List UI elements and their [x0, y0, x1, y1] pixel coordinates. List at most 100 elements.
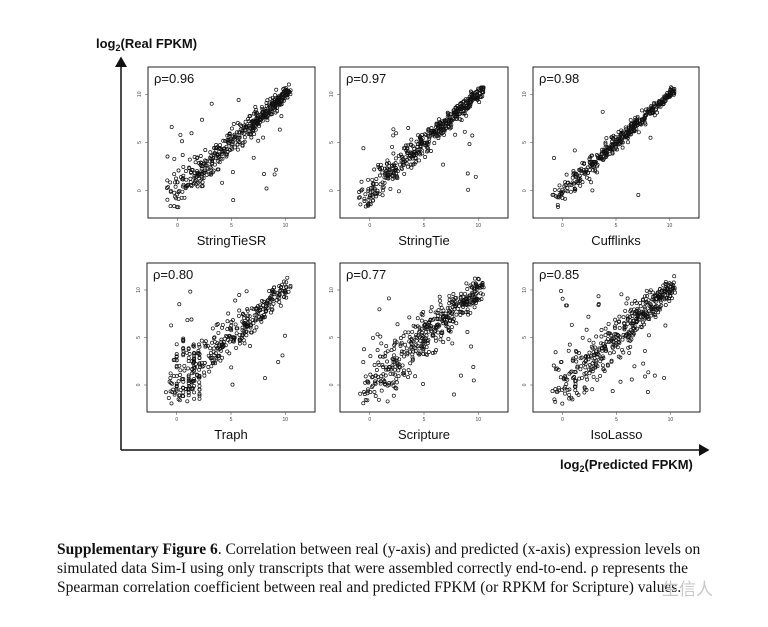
scatter-point: [603, 333, 608, 338]
y-tick-label: 10: [522, 91, 528, 97]
scatter-point: [283, 288, 288, 293]
scatter-point: [587, 350, 592, 355]
scatter-point: [393, 385, 398, 390]
scatter-point: [623, 125, 628, 130]
scatter-point: [376, 162, 381, 167]
scatter-point: [648, 302, 653, 307]
scatter-point: [403, 330, 408, 335]
scatter-point: [384, 367, 388, 372]
scatter-point: [385, 399, 390, 404]
scatter-point: [181, 377, 186, 382]
y-tick-label: 5: [522, 336, 528, 339]
scatter-point: [172, 190, 177, 195]
scatter-point: [436, 324, 441, 329]
scatter-point: [374, 177, 379, 181]
scatter-point: [217, 160, 222, 165]
scatter-point: [210, 161, 214, 166]
scatter-point: [183, 183, 188, 188]
scatter-point: [562, 377, 567, 382]
scatter-point: [602, 344, 607, 349]
scatter-point: [465, 307, 470, 312]
scatter-points: [358, 276, 486, 406]
scatter-point: [442, 118, 447, 123]
scatter-point: [280, 91, 285, 96]
y-tick-label: 5: [137, 141, 143, 144]
scatter-point: [402, 354, 406, 359]
scatter-point: [450, 319, 455, 324]
scatter-point: [478, 283, 483, 288]
scatter-point: [640, 309, 644, 314]
scatter-point: [181, 390, 186, 395]
scatter-point: [405, 164, 410, 169]
scatter-point: [244, 333, 249, 338]
scatter-point: [186, 374, 191, 379]
scatter-point: [480, 292, 485, 297]
scatter-point: [415, 324, 420, 329]
scatter-point: [623, 308, 628, 313]
scatter-point: [228, 335, 233, 340]
scatter-point: [458, 117, 463, 122]
scatter-point: [237, 341, 242, 346]
scatter-point: [629, 301, 634, 306]
scatter-point: [595, 352, 600, 357]
scatter-point: [605, 337, 610, 342]
scatter-point: [465, 171, 470, 176]
scatter-point: [576, 392, 581, 397]
scatter-point: [379, 374, 384, 379]
scatter-point: [590, 346, 595, 351]
scatter-point: [577, 351, 581, 356]
scatter-point: [476, 277, 481, 282]
scatter-point: [403, 342, 408, 347]
scatter-point: [589, 354, 594, 359]
scatter-point: [214, 357, 219, 362]
scatter-point: [439, 311, 444, 316]
scatter-point: [434, 122, 439, 127]
scatter-panel: 0 5 10 0 5 10 ρ=0.77 Scripture: [329, 262, 509, 442]
scatter-point: [362, 392, 367, 397]
scatter-point: [232, 137, 237, 142]
scatter-point: [631, 122, 636, 127]
scatter-point: [461, 111, 466, 116]
scatter-point: [571, 181, 576, 186]
scatter-point: [174, 176, 178, 181]
scatter-point: [224, 144, 229, 149]
scatter-point: [587, 371, 592, 376]
scatter-point: [379, 388, 384, 393]
scatter-point: [398, 336, 403, 341]
scatter-point: [584, 167, 589, 172]
scatter-point: [272, 290, 277, 295]
scatter-point: [233, 135, 238, 139]
scatter-point: [447, 309, 451, 314]
scatter-point: [242, 135, 247, 140]
scatter-point: [479, 297, 484, 302]
scatter-panel: 0 5 10 0 5 10 ρ=0.98 Cufflinks: [522, 66, 700, 248]
scatter-point: [419, 318, 424, 323]
scatter-point: [644, 300, 649, 305]
scatter-point: [168, 371, 173, 376]
scatter-point: [436, 330, 441, 335]
scatter-point: [265, 115, 270, 120]
scatter-point: [192, 175, 197, 180]
x-tick-label: 10: [668, 417, 674, 423]
scatter-point: [429, 328, 434, 333]
scatter-point: [177, 363, 182, 368]
scatter-point: [426, 350, 431, 354]
scatter-point: [240, 130, 245, 135]
scatter-point: [626, 338, 631, 343]
scatter-point: [621, 333, 626, 337]
scatter-point: [188, 289, 193, 294]
scatter-point: [669, 287, 674, 292]
scatter-point: [667, 299, 672, 303]
scatter-point: [191, 361, 196, 366]
scatter-point: [229, 145, 234, 150]
scatter-point: [421, 336, 426, 341]
scatter-point: [618, 139, 623, 144]
scatter-point: [584, 327, 589, 332]
scatter-point: [225, 334, 230, 339]
scatter-point: [616, 135, 621, 140]
scatter-point: [277, 296, 282, 301]
scatter-point: [267, 289, 272, 293]
scatter-point: [174, 354, 179, 359]
scatter-point: [661, 100, 666, 105]
scatter-point: [367, 195, 372, 200]
